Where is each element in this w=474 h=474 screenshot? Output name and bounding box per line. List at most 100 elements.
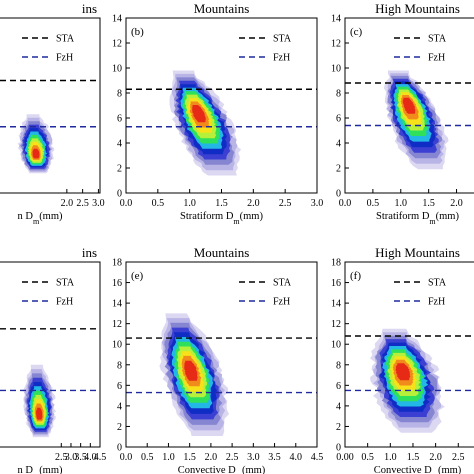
plot-frame: [344, 17, 474, 194]
x-tick-label: 1.0: [384, 452, 397, 463]
y-tick-label: 10: [331, 64, 341, 75]
panel-4: 0.0 0.5 1.0 1.5 2.0 2.5 3.0 3.5 4.0 4.5 0 2 4 6 8 10 12 1…: [112, 245, 323, 474]
y-tick-label: 8: [117, 360, 122, 371]
legend-label-fzh: FzH: [428, 297, 445, 308]
panel-title: High Mountains: [375, 245, 460, 260]
x-axis-label: Stratiform Dm(mm): [180, 211, 263, 226]
y-tick-label: 0: [117, 443, 122, 454]
x-tick-label: 2.0: [205, 452, 218, 463]
y-tick-label: 14: [331, 299, 341, 310]
x-axis-label: Convective Dm(mm): [374, 465, 462, 474]
panel-label: (b): [131, 26, 144, 38]
y-tick-label: 8: [336, 89, 341, 100]
density-level-11: [32, 148, 40, 159]
x-tick-label: 2.5: [279, 198, 292, 209]
y-tick-label: 18: [112, 258, 122, 269]
y-tick-label: 10: [331, 340, 341, 351]
y-tick-label: 12: [112, 319, 122, 330]
legend-label-fzh: FzH: [428, 53, 445, 64]
y-tick-label: 8: [336, 360, 341, 371]
x-tick-label: 1.0: [395, 198, 408, 209]
plot-frame: [344, 261, 474, 448]
x-tick-label: 4.0: [84, 452, 97, 463]
y-tick-label: 18: [331, 258, 341, 269]
x-axis-label: n Dm(mm): [17, 211, 63, 226]
y-tick-label: 4: [336, 401, 341, 412]
density-level-11: [192, 105, 207, 123]
y-tick-label: 14: [112, 299, 122, 310]
y-tick-label: 12: [331, 319, 341, 330]
panel-title: ins: [82, 1, 97, 16]
legend-label-sta: STA: [56, 34, 75, 45]
density-level-11: [35, 407, 43, 420]
y-tick-label: 12: [112, 39, 122, 50]
y-tick-label: 16: [112, 278, 122, 289]
y-tick-label: 6: [336, 114, 341, 125]
y-tick-label: 2: [117, 164, 122, 175]
x-axis-label: Stratiform Dm(mm): [376, 211, 459, 226]
panel-label: (e): [131, 270, 144, 282]
panel-label: (f): [350, 270, 361, 282]
legend-label-fzh: FzH: [56, 297, 73, 308]
x-tick-label: 1.0: [183, 198, 196, 209]
plot-frame: [0, 261, 101, 448]
x-tick-label: 3.0: [311, 198, 324, 209]
y-tick-label: 4: [117, 139, 122, 150]
x-tick-label: 3.5: [74, 452, 87, 463]
legend-label-sta: STA: [428, 278, 447, 289]
y-tick-label: 10: [112, 64, 122, 75]
y-tick-label: 10: [112, 340, 122, 351]
y-tick-label: 8: [117, 89, 122, 100]
x-tick-label: 1.5: [215, 198, 228, 209]
x-tick-label: 4.5: [311, 452, 324, 463]
y-tick-label: 0: [117, 189, 122, 200]
plot-frame: [0, 17, 101, 194]
x-axis-label: Convective Dm(mm): [178, 465, 266, 474]
y-tick-label: 6: [117, 381, 122, 392]
y-tick-label: 2: [336, 164, 341, 175]
y-tick-label: 0: [336, 443, 341, 454]
x-tick-label: 2.5: [76, 198, 89, 209]
panel-title: Mountains: [194, 245, 250, 260]
density-level-11: [395, 363, 411, 381]
y-tick-label: 14: [331, 14, 341, 25]
density-field: [383, 70, 449, 170]
y-tick-label: 14: [112, 14, 122, 25]
density-level-11: [184, 360, 198, 381]
y-tick-label: 2: [336, 422, 341, 433]
y-tick-label: 4: [117, 401, 122, 412]
density-field: [370, 328, 445, 433]
x-tick-label: 3.0: [65, 452, 78, 463]
legend-label-sta: STA: [56, 278, 75, 289]
legend-label-sta: STA: [273, 34, 292, 45]
x-tick-label: 2.5: [452, 452, 465, 463]
x-tick-label: 2.0: [429, 452, 442, 463]
panel-5: 0.00 0.5 1.0 1.5 2.0 2.5 0 2 4 6 8 10 12 14 16 18 High M…: [331, 245, 474, 474]
y-tick-label: 6: [336, 381, 341, 392]
x-tick-label: 0.5: [141, 452, 154, 463]
x-tick-label: 0.0: [120, 198, 133, 209]
x-tick-label: 1.0: [162, 452, 175, 463]
legend-label-sta: STA: [428, 34, 447, 45]
x-tick-label: 2.0: [61, 198, 74, 209]
y-tick-label: 2: [117, 422, 122, 433]
x-tick-label: 4.5: [94, 452, 107, 463]
x-tick-label: 3.5: [268, 452, 281, 463]
x-tick-label: 0.5: [152, 198, 165, 209]
panel-3: 2.53.03.54.04.5 ins n Dm(mm) STA FzH: [0, 245, 106, 474]
x-tick-label: 3.0: [247, 452, 260, 463]
y-tick-label: 4: [336, 139, 341, 150]
y-tick-label: 0: [336, 189, 341, 200]
x-tick-label: 0.00: [336, 452, 354, 463]
panel-title: Mountains: [194, 1, 250, 16]
panel-0: 2.0 2.5 3.0 ins n Dm(mm) STA FzH: [0, 1, 105, 226]
panel-label: (c): [350, 26, 363, 38]
x-tick-label: 0.0: [339, 198, 352, 209]
x-tick-label: 4.0: [290, 452, 303, 463]
x-tick-label: 0.0: [120, 452, 133, 463]
x-axis-label: n Dm(mm): [17, 465, 63, 474]
x-tick-label: 2.0: [450, 198, 463, 209]
legend-label-sta: STA: [273, 278, 292, 289]
legend-label-fzh: FzH: [273, 297, 290, 308]
